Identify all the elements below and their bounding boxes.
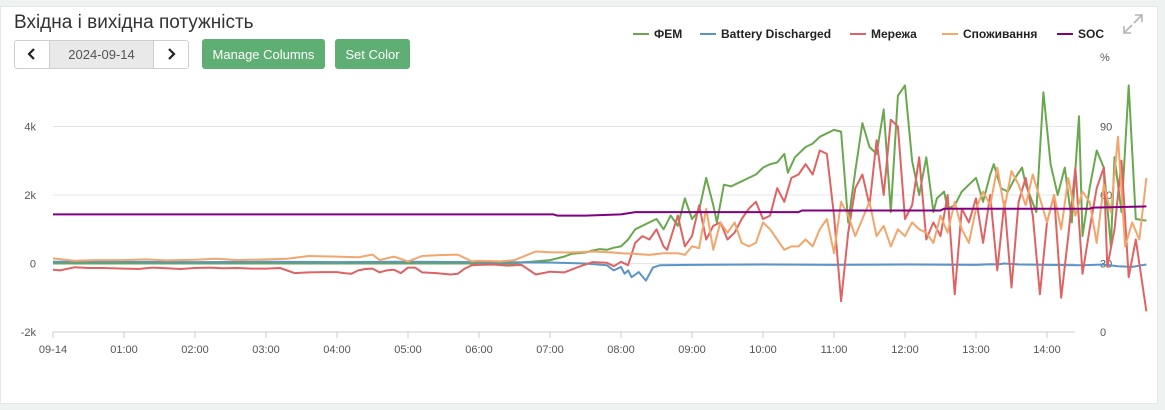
legend-label: ФЕМ	[654, 27, 682, 41]
series-line	[53, 205, 1147, 217]
set-color-button[interactable]: Set Color	[335, 39, 410, 69]
y-left-tick-label: 0	[30, 259, 36, 271]
x-tick-label: 12:00	[891, 344, 919, 356]
legend-label: SOC	[1078, 27, 1104, 41]
legend-label: Споживання	[963, 27, 1037, 41]
x-tick-label: 10:00	[749, 344, 777, 356]
y-right-tick-label: 0	[1100, 327, 1106, 339]
y-left-tick-label: -2k	[21, 327, 37, 339]
x-tick-label: 09:00	[678, 344, 706, 356]
prev-day-button[interactable]	[14, 39, 50, 69]
legend-label: Мережа	[871, 27, 917, 41]
chevron-left-icon	[27, 48, 35, 60]
x-tick-label: 01:00	[110, 344, 138, 356]
x-tick-label: 11:00	[821, 344, 848, 356]
x-tick-label: 04:00	[323, 344, 351, 356]
y-right-tick-label: 90	[1100, 122, 1112, 134]
series-line	[53, 260, 1147, 282]
x-tick-label: 14:00	[1033, 344, 1061, 356]
grid	[53, 126, 1075, 333]
x-tick-label: 13:00	[962, 344, 990, 356]
y-left-tick-label: 2k	[24, 190, 36, 202]
series-lines	[52, 84, 1148, 312]
next-day-button[interactable]	[153, 39, 189, 69]
chart-card	[0, 6, 1158, 404]
legend-label: Battery Discharged	[721, 27, 831, 41]
x-tick-label: 05:00	[394, 344, 422, 356]
x-tick-label: 07:00	[536, 344, 564, 356]
chart-title: Вхідна і вихідна потужність	[14, 12, 254, 33]
legend[interactable]: ФЕМ Battery Discharged Мережа Споживання SOC	[633, 27, 1104, 41]
series-line	[52, 135, 1148, 263]
y-right-unit-label: %	[1100, 52, 1110, 64]
toolbar: 2024-09-14 Manage Columns Set Color	[14, 39, 410, 69]
series-line	[53, 84, 1147, 265]
expand-icon[interactable]	[1120, 11, 1146, 37]
x-tick-label: 09-14	[39, 344, 67, 356]
date-input[interactable]: 2024-09-14	[50, 39, 153, 69]
x-tick-label: 03:00	[252, 344, 280, 356]
y-left-tick-label: 4k	[24, 122, 36, 134]
manage-columns-button[interactable]: Manage Columns	[202, 39, 325, 69]
chevron-right-icon	[168, 48, 176, 60]
x-tick-label: 08:00	[607, 344, 635, 356]
x-tick-label: 02:00	[181, 344, 209, 356]
x-tick-label: 06:00	[465, 344, 493, 356]
